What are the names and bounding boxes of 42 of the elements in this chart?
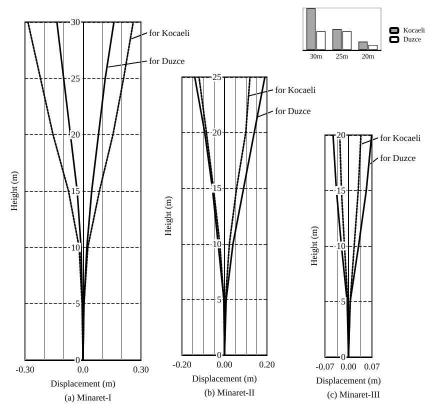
x-axis-title: Displacement (m) xyxy=(316,375,381,386)
y-tick-label: 5 xyxy=(341,296,346,306)
y-axis-title: Height (m) xyxy=(163,196,173,236)
text: (b) Minaret-II xyxy=(204,388,255,398)
y-tick-label: 0 xyxy=(341,352,346,362)
y-tick-label: 30 xyxy=(71,17,80,27)
x-tick-label: -0.30 xyxy=(16,364,35,374)
y-tick-label: 5 xyxy=(217,294,222,304)
x-tick-label: 0.00 xyxy=(216,360,233,370)
y-tick-label: 15 xyxy=(71,186,80,196)
x-tick-label: 0.07 xyxy=(364,362,380,372)
x-tick-label: -0.20 xyxy=(172,360,192,370)
annotation: for Kocaeli xyxy=(380,132,422,143)
y-tick-label: 10 xyxy=(336,241,346,251)
y-axis-title: Height (m) xyxy=(9,171,19,211)
x-axis-title: Displacement (m) xyxy=(192,373,257,384)
annotation: for Kocaeli xyxy=(149,28,190,38)
y-axis-title: Height (m) xyxy=(309,226,319,266)
y-tick-label: 15 xyxy=(212,183,222,194)
annotation: for Duzce xyxy=(149,56,185,66)
annotation: for Duzce xyxy=(380,152,416,163)
y-tick-label: 0 xyxy=(217,350,222,360)
y-tick-label: 10 xyxy=(212,238,222,249)
y-tick-label: 15 xyxy=(336,186,346,196)
x-tick-label: 0.0 xyxy=(77,364,90,374)
y-tick-label: 20 xyxy=(212,128,222,138)
x-axis-title: Displacement (m) xyxy=(50,378,116,388)
y-tick-label: 25 xyxy=(212,72,222,82)
text: (c) Minaret-III xyxy=(327,390,380,400)
y-tick-label: 20 xyxy=(336,130,346,140)
y-tick-label: 25 xyxy=(71,73,80,84)
text: (a) Minaret-I xyxy=(64,392,112,402)
y-tick-label: 5 xyxy=(76,298,80,309)
x-tick-label: 0.20 xyxy=(259,360,276,370)
x-tick-label: 0.00 xyxy=(340,362,357,372)
y-tick-label: 0 xyxy=(76,355,80,365)
y-tick-label: 10 xyxy=(71,242,80,252)
y-tick-label: 20 xyxy=(71,130,80,140)
annotation: for Duzce xyxy=(275,106,311,116)
x-tick-label: 0.30 xyxy=(133,364,150,374)
annotation: for Kocaeli xyxy=(275,84,316,95)
x-tick-label: -0.07 xyxy=(316,362,335,372)
